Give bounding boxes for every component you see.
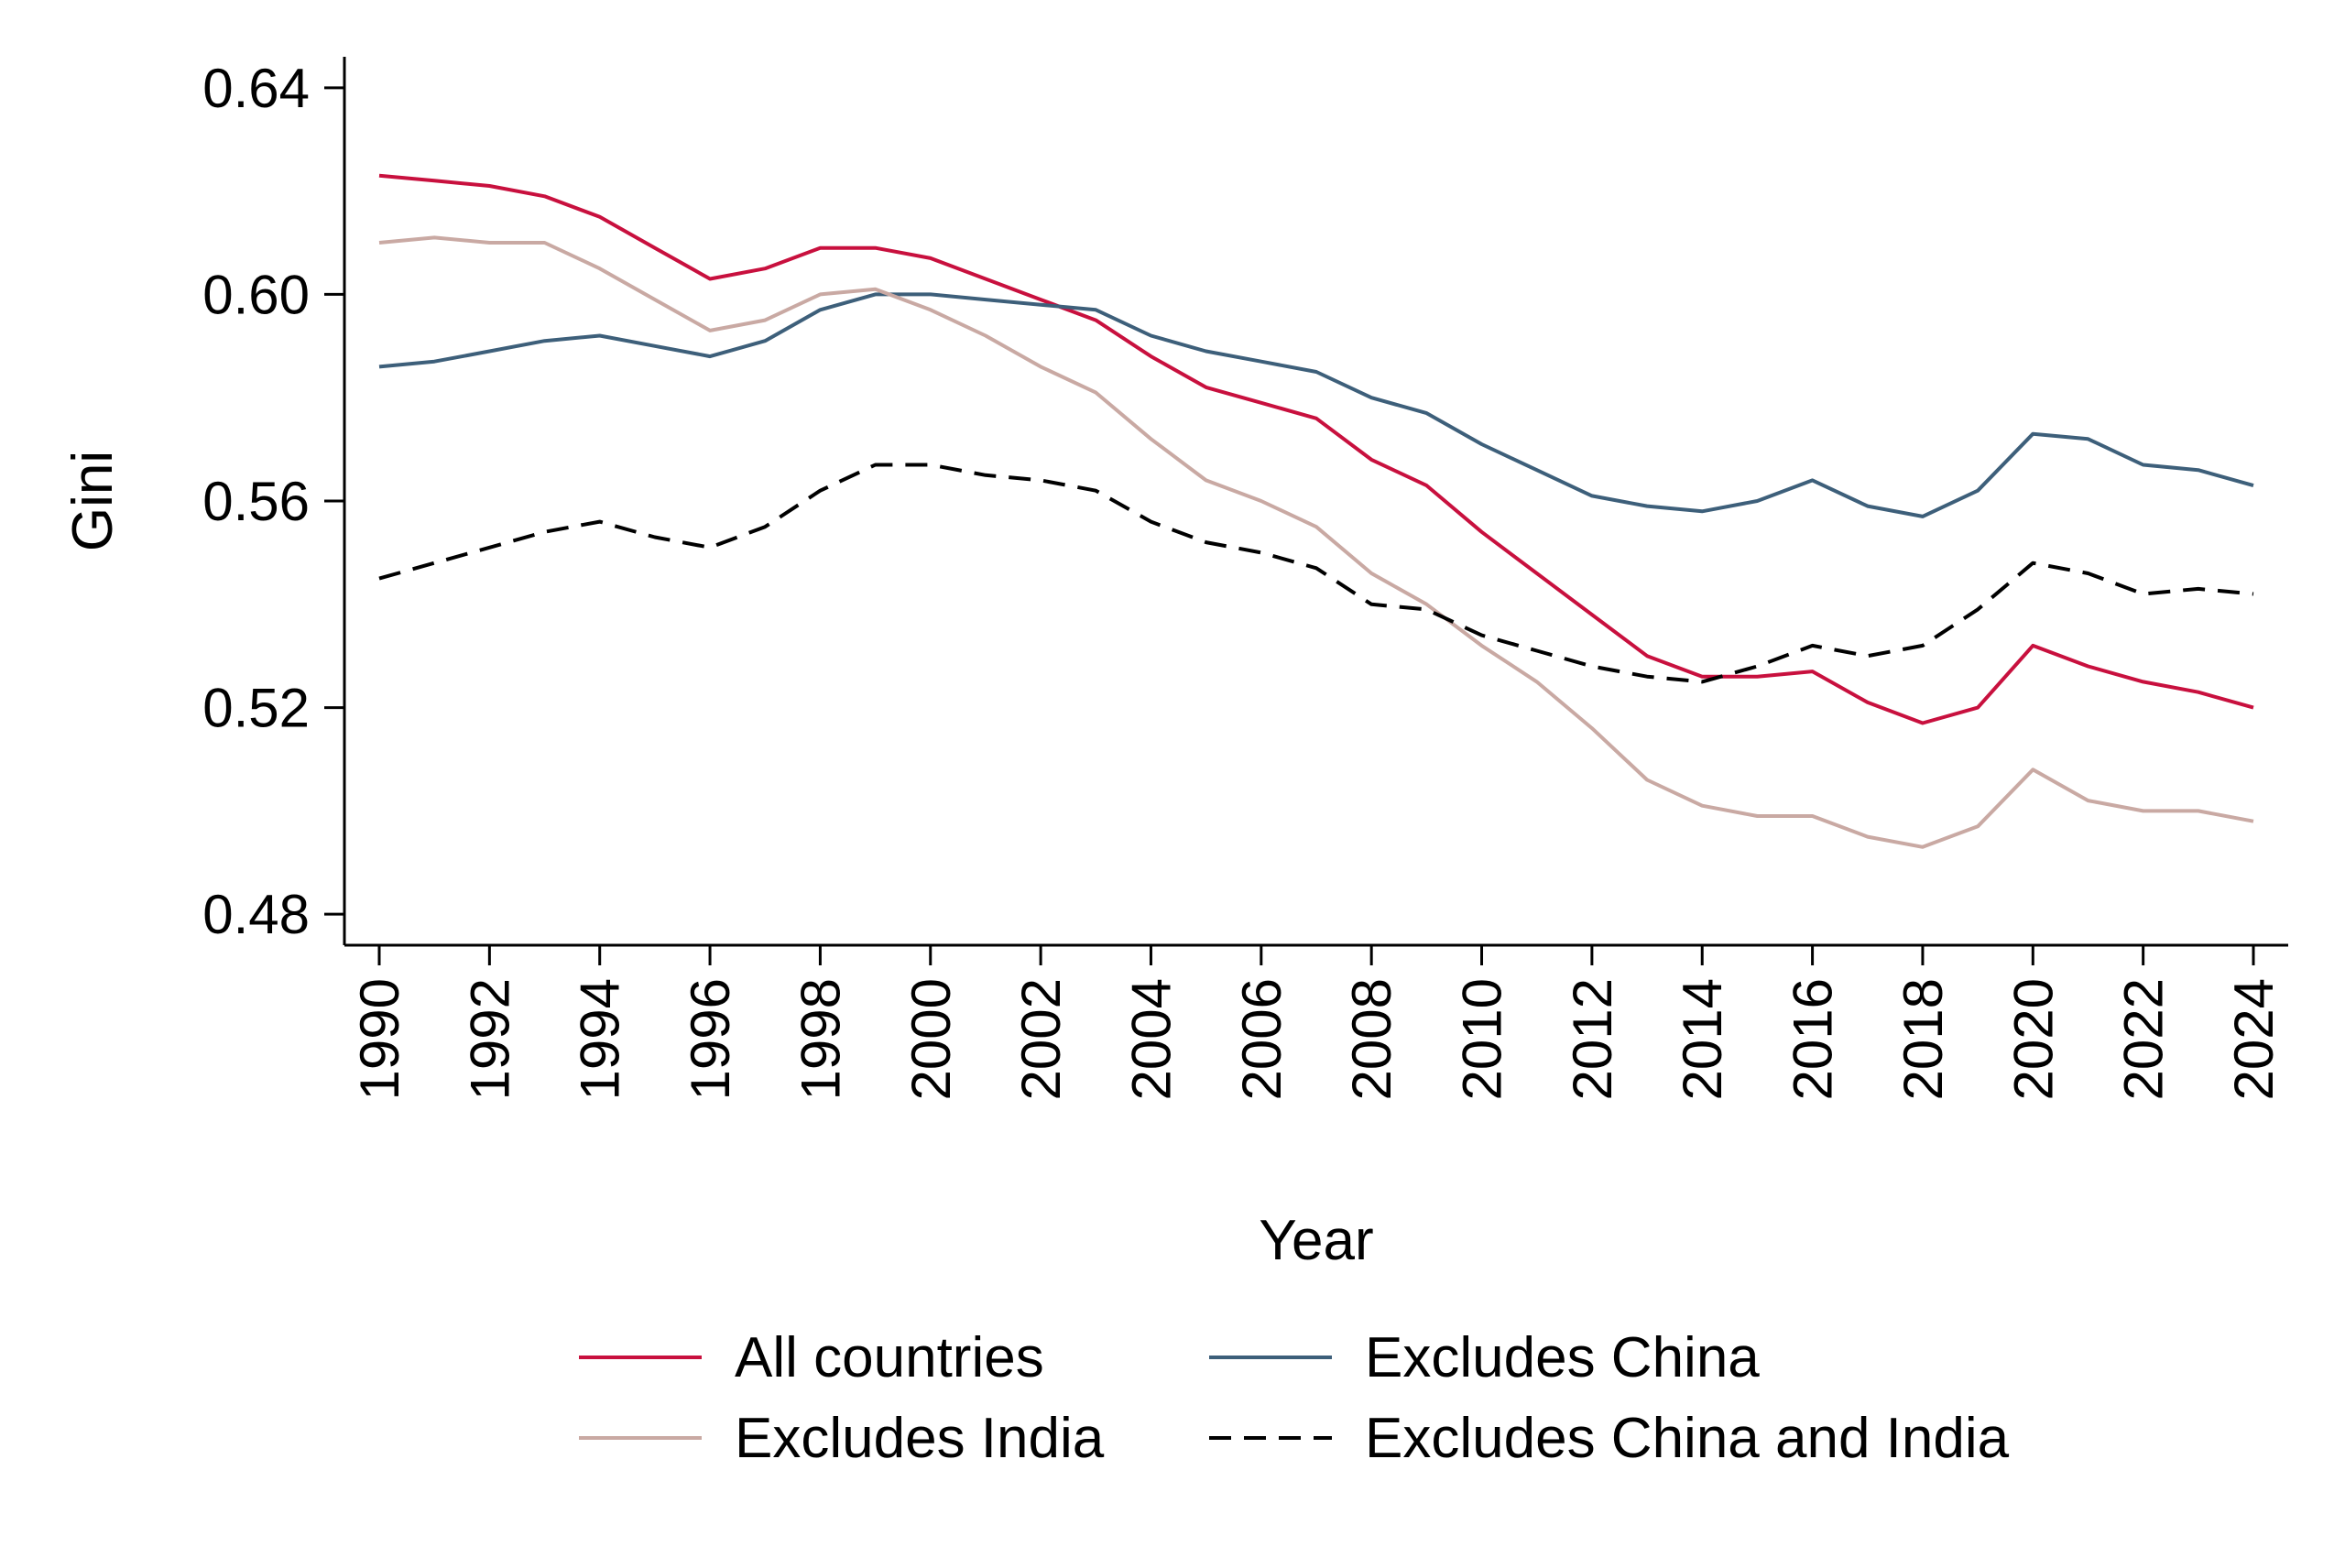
series-line-all-countries [378,173,2254,725]
y-tick-label: 0.60 [202,264,310,325]
series-line-excludes-china [378,292,2254,518]
x-tick-label: 1996 [680,978,741,1100]
x-tick-label: 2024 [2223,978,2285,1100]
x-axis-title: Year [1259,1209,1373,1272]
x-tick-label: 2010 [1452,978,1513,1100]
x-tick-label: 2012 [1562,978,1623,1100]
x-tick-label: 2018 [1892,978,1954,1100]
axes: 0.48 0.52 0.56 0.60 0.64 1990 1992 1994 1996 1998… [202,57,2288,1100]
y-tick-label: 0.52 [202,678,310,739]
x-tick-label: 2004 [1120,978,1182,1100]
x-tick-label: 1992 [459,978,520,1100]
x-tick-label: 2000 [900,978,962,1100]
x-tick-label: 1994 [570,978,631,1100]
legend-item: Excludes India [579,1407,1105,1470]
series-lines [378,173,2254,849]
y-tick-label: 0.48 [202,884,310,945]
legend-item: All countries [579,1326,1044,1389]
x-tick-label: 2002 [1010,978,1072,1100]
series-line-excludes-china-and-india [378,463,2254,684]
x-tick-label: 2022 [2113,978,2175,1100]
legend-item: Excludes China [1209,1326,1760,1389]
legend: All countries Excludes China Excludes Indi… [579,1326,2010,1470]
legend-label: Excludes China and India [1365,1407,2010,1470]
x-tick-label: 2016 [1783,978,1844,1100]
x-tick-label: 1998 [790,978,851,1100]
series-line-excludes-india [378,235,2254,849]
y-tick-label: 0.64 [202,58,310,119]
legend-label: All countries [735,1326,1044,1389]
y-axis-title: Gini [61,451,125,551]
legend-label: Excludes China [1365,1326,1760,1389]
legend-item: Excludes China and India [1209,1407,2010,1470]
y-tick-label: 0.56 [202,471,310,532]
x-tick-label: 2020 [2002,978,2064,1100]
x-tick-label: 2014 [1672,978,1733,1100]
x-tick-label: 2008 [1341,978,1402,1100]
legend-label: Excludes India [735,1407,1105,1470]
x-tick-label: 2006 [1231,978,1292,1100]
x-tick-label: 1990 [349,978,410,1100]
